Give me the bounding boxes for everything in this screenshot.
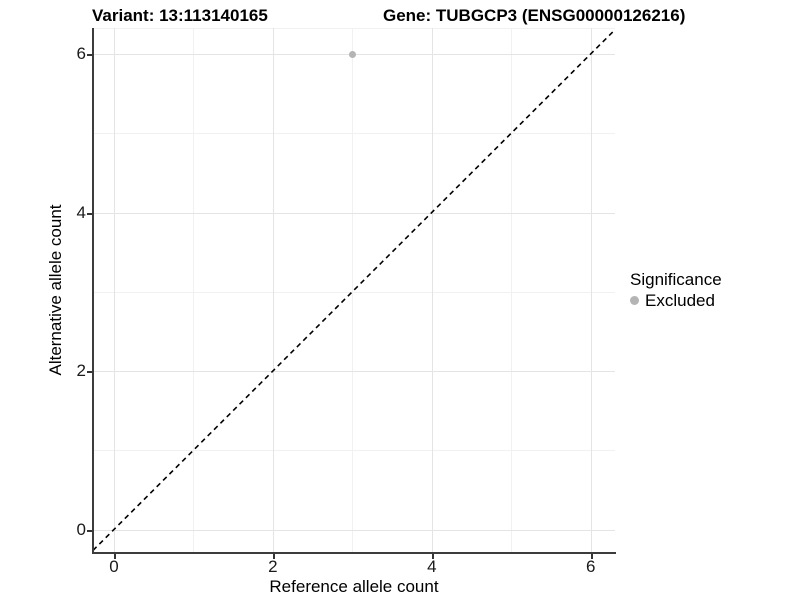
- y-axis-tick: [87, 212, 92, 215]
- y-major-gridline: [93, 212, 615, 214]
- y-axis-tick: [87, 54, 92, 56]
- x-major-gridline: [590, 28, 592, 552]
- data-point: [348, 50, 356, 58]
- x-tick-label: 0: [109, 557, 119, 576]
- legend-item-label: Excluded: [645, 291, 715, 310]
- x-minor-gridline: [193, 28, 195, 552]
- identity-dashed-line: [93, 29, 615, 551]
- y-minor-gridline: [93, 133, 615, 135]
- x-axis-tick: [590, 554, 593, 559]
- y-axis-tick: [87, 371, 92, 373]
- legend: Significance Excluded: [630, 270, 722, 310]
- variant-title: Variant: 13:113140165: [92, 6, 268, 25]
- x-major-gridline: [431, 28, 433, 552]
- x-axis-tick: [272, 554, 275, 559]
- y-minor-gridline: [93, 450, 615, 452]
- excluded-point-icon: [630, 296, 639, 305]
- x-major-gridline: [114, 28, 115, 552]
- panel-top-gridline: [93, 28, 615, 29]
- plot-panel: [93, 28, 615, 552]
- y-axis-title: Alternative allele count: [46, 204, 65, 376]
- x-tick-label: 2: [268, 557, 278, 576]
- x-axis-tick: [114, 554, 116, 559]
- x-minor-gridline: [352, 28, 354, 552]
- x-tick-label: 6: [585, 557, 596, 576]
- y-major-gridline: [93, 371, 615, 372]
- y-minor-gridline: [93, 291, 615, 293]
- x-minor-gridline: [511, 28, 513, 552]
- y-tick-label: 2: [76, 361, 86, 380]
- y-tick-label: 0: [76, 519, 86, 539]
- x-axis-title: Reference allele count: [269, 577, 439, 596]
- y-axis-line: [92, 28, 94, 554]
- y-tick-label: 6: [76, 44, 86, 63]
- legend-item-excluded: Excluded: [630, 291, 722, 310]
- y-tick-label: 4: [76, 202, 86, 222]
- legend-title: Significance: [630, 270, 722, 289]
- x-tick-label: 4: [427, 557, 437, 576]
- gene-title: Gene: TUBGCP3 (ENSG00000126216): [383, 6, 686, 25]
- y-axis-tick: [87, 529, 92, 532]
- x-major-gridline: [272, 28, 274, 552]
- y-major-gridline: [93, 529, 615, 531]
- x-axis-line: [92, 552, 616, 554]
- x-axis-tick: [431, 554, 434, 559]
